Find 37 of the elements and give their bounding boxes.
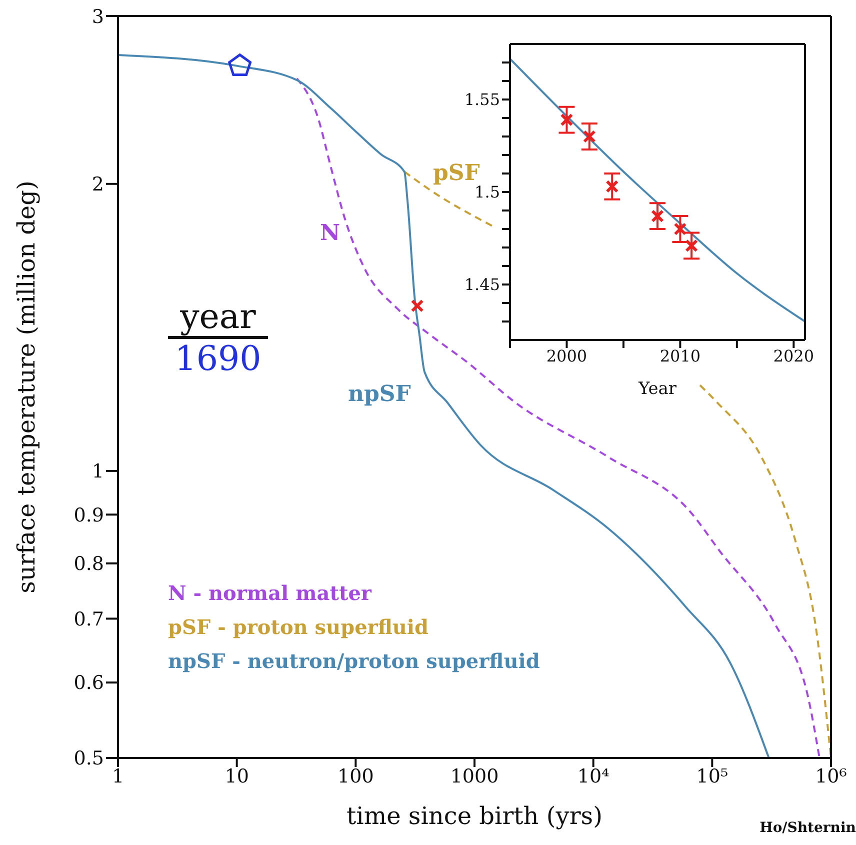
- x-axis-title: time since birth (yrs): [346, 802, 602, 830]
- line-series: [510, 58, 805, 322]
- y-tick-label: 3: [92, 6, 104, 28]
- annotation: N: [320, 220, 340, 246]
- y-tick-label: 1.55: [464, 90, 500, 110]
- y-tick-label: 1: [92, 460, 104, 483]
- y-axis-title: surface temperature (million deg): [12, 180, 41, 594]
- x-tick-label: 10: [224, 765, 249, 788]
- y-tick-label: 0.5: [74, 748, 104, 770]
- text: npSF - neutron/proton superfluid: [168, 648, 540, 675]
- annotation: 1690: [174, 339, 262, 379]
- annotation: year: [179, 297, 257, 337]
- x-tick-label: 100: [338, 765, 374, 788]
- y-tick-label: 0.9: [74, 504, 104, 526]
- annotation: npSF: [348, 381, 411, 407]
- text: pSF - proton superfluid: [168, 614, 430, 641]
- point: [606, 180, 619, 193]
- point: [560, 113, 574, 126]
- y-tick-label: 0.7: [74, 608, 104, 630]
- x-tick-label: 10⁵: [696, 765, 728, 788]
- text: N - normal matter: [168, 580, 373, 607]
- point: [674, 222, 687, 236]
- point: [582, 130, 596, 143]
- text: Ho/Shternin: [760, 820, 856, 836]
- x-axis-title: Year: [637, 379, 678, 399]
- y-tick-label: 2: [92, 174, 104, 196]
- point: [651, 210, 664, 223]
- x-tick-label: 2010: [660, 346, 701, 366]
- y-tick-label: 0.8: [74, 553, 104, 576]
- x-tick-label: 10⁶: [815, 765, 848, 788]
- x-tick-label: 1000: [450, 765, 499, 788]
- x-tick-label: 2020: [773, 346, 814, 366]
- y-tick-label: 0.6: [74, 672, 104, 694]
- y-tick-label: 1.45: [464, 275, 500, 294]
- x-tick-label: 2000: [546, 346, 588, 366]
- x-tick-label: 10⁴: [577, 765, 610, 788]
- x-tick-label: 1: [112, 765, 124, 788]
